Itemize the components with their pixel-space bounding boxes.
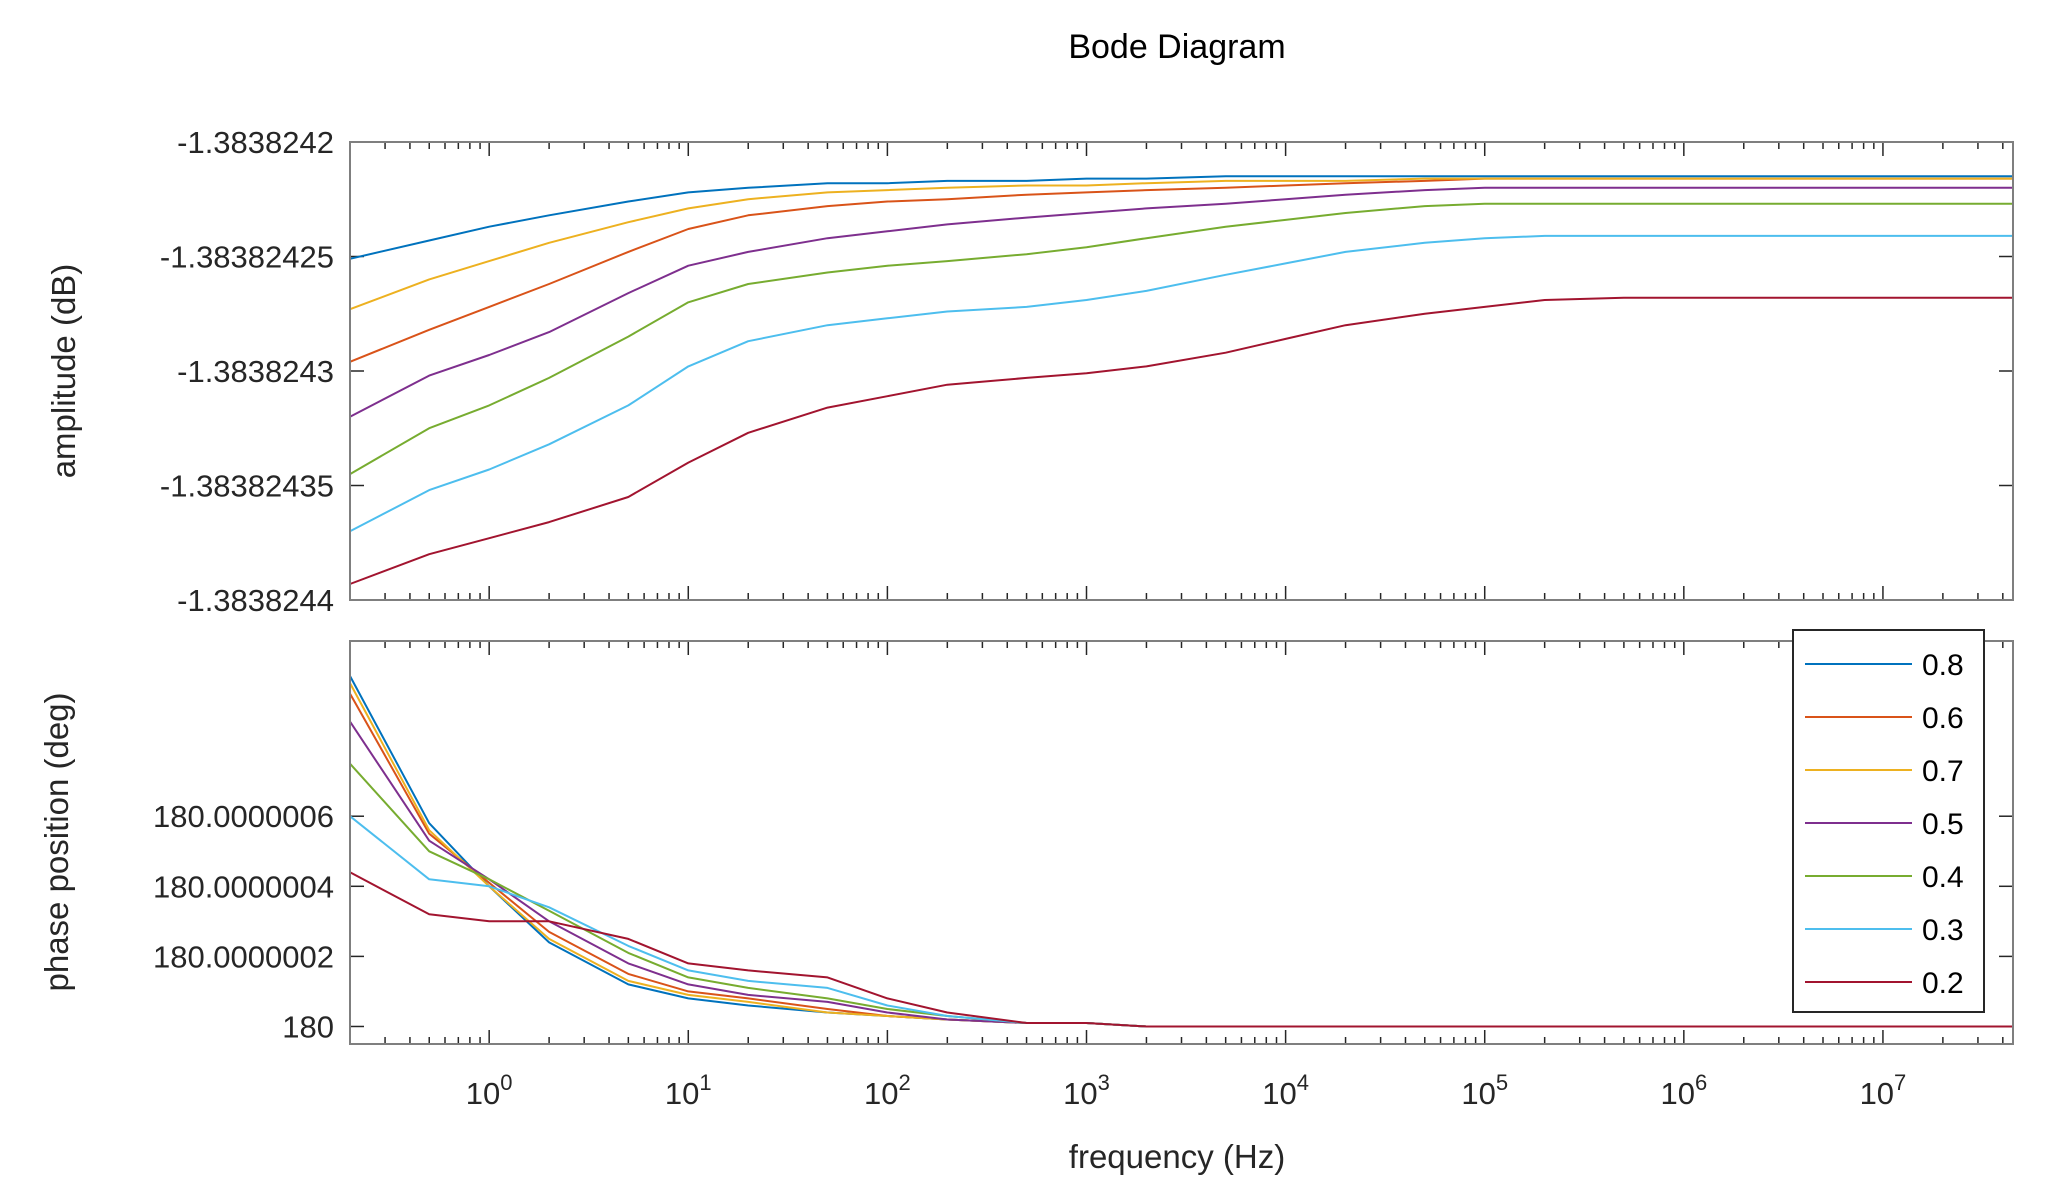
y-tick-label: -1.3838244 <box>177 583 334 618</box>
legend-box <box>1792 629 1985 1013</box>
x-axis-label: frequency (Hz) <box>1069 1138 1285 1175</box>
x-tick-label-exponent: 0 <box>500 1070 512 1095</box>
legend-label-0.6: 0.6 <box>1922 702 1964 735</box>
phase-y-tick-labels: 180 180.0000002 180.0000004 180.0000006 <box>153 799 334 1044</box>
y-tick-label: -1.38382425 <box>160 240 334 275</box>
x-tick-label-base: 10 <box>466 1076 500 1111</box>
legend-label-0.7: 0.7 <box>1922 755 1964 788</box>
x-tick-label-exponent: 2 <box>899 1070 911 1095</box>
chart-title: Bode Diagram <box>1068 28 1285 66</box>
x-tick-label: 103 <box>1063 1070 1110 1111</box>
y-tick-label: -1.38382435 <box>160 469 334 504</box>
legend-label-0.3: 0.3 <box>1922 914 1964 947</box>
x-tick-label-exponent: 4 <box>1297 1070 1309 1095</box>
x-tick-label: 107 <box>1860 1070 1907 1111</box>
legend-label-0.4: 0.4 <box>1922 861 1964 894</box>
amp-series-0.5 <box>349 186 2013 418</box>
phase-series-lines <box>349 675 2013 1028</box>
amp-series-0.7 <box>349 177 2013 311</box>
x-tick-label: 101 <box>665 1070 712 1111</box>
x-tick-label-exponent: 1 <box>699 1070 711 1095</box>
amplitude-axes-box <box>349 141 2014 601</box>
x-tick-label-base: 10 <box>864 1076 898 1111</box>
y-tick-label: -1.3838243 <box>177 354 334 389</box>
x-tick-label: 104 <box>1262 1070 1309 1111</box>
amplitude-subplot: -1.3838242 -1.38382425 -1.3838243 -1.383824… <box>45 125 2014 618</box>
phase-axes-box <box>349 640 2014 1045</box>
y-tick-label: 180.0000006 <box>153 799 334 834</box>
phase-y-axis-label: phase position (deg) <box>38 692 75 991</box>
amp-series-0.8 <box>349 175 2013 260</box>
amp-series-0.4 <box>349 202 2013 475</box>
y-tick-label: -1.3838242 <box>177 125 334 160</box>
amplitude-plot-area <box>350 142 2013 600</box>
x-tick-label-exponent: 6 <box>1695 1070 1707 1095</box>
y-tick-label: 180 <box>282 1009 334 1044</box>
amplitude-series-lines <box>349 175 2013 585</box>
legend-items: 0.8 0.6 0.7 0.5 0.4 0.3 0.2 <box>1805 649 1964 1000</box>
amp-series-0.3 <box>349 234 2013 533</box>
x-tick-label-exponent: 7 <box>1894 1070 1906 1095</box>
phase-plot-area <box>350 641 2013 1044</box>
legend-label-0.2: 0.2 <box>1922 967 1964 1000</box>
x-tick-label-exponent: 3 <box>1098 1070 1110 1095</box>
x-tick-label-base: 10 <box>1063 1076 1097 1111</box>
x-tick-label: 100 <box>466 1070 513 1111</box>
x-tick-label-base: 10 <box>1660 1076 1694 1111</box>
phase-tick-marks <box>349 641 2013 1044</box>
x-tick-label-base: 10 <box>1262 1076 1296 1111</box>
x-tick-label: 105 <box>1461 1070 1508 1111</box>
x-tick-label-base: 10 <box>1860 1076 1894 1111</box>
legend: 0.8 0.6 0.7 0.5 0.4 0.3 0.2 <box>1792 629 1985 1013</box>
ph-series-0.2 <box>349 871 2013 1028</box>
legend-label-0.5: 0.5 <box>1922 808 1964 841</box>
legend-label-0.8: 0.8 <box>1922 649 1964 682</box>
amp-series-0.2 <box>349 296 2013 585</box>
x-tick-label: 106 <box>1660 1070 1707 1111</box>
x-tick-labels: 100 101 102 103 104 105 106 107 <box>466 1070 1907 1111</box>
amplitude-tick-marks <box>349 141 2013 601</box>
y-tick-label: 180.0000002 <box>153 939 334 974</box>
x-tick-label: 102 <box>864 1070 911 1111</box>
amplitude-y-axis-label: amplitude (dB) <box>45 264 82 479</box>
x-tick-label-exponent: 5 <box>1496 1070 1508 1095</box>
amplitude-y-tick-labels: -1.3838242 -1.38382425 -1.3838243 -1.383824… <box>160 125 334 618</box>
phase-subplot: 180 180.0000002 180.0000004 180.0000006 pha… <box>38 640 2014 1045</box>
x-tick-label-base: 10 <box>1461 1076 1495 1111</box>
x-tick-label-base: 10 <box>665 1076 699 1111</box>
y-tick-label: 180.0000004 <box>153 869 334 904</box>
